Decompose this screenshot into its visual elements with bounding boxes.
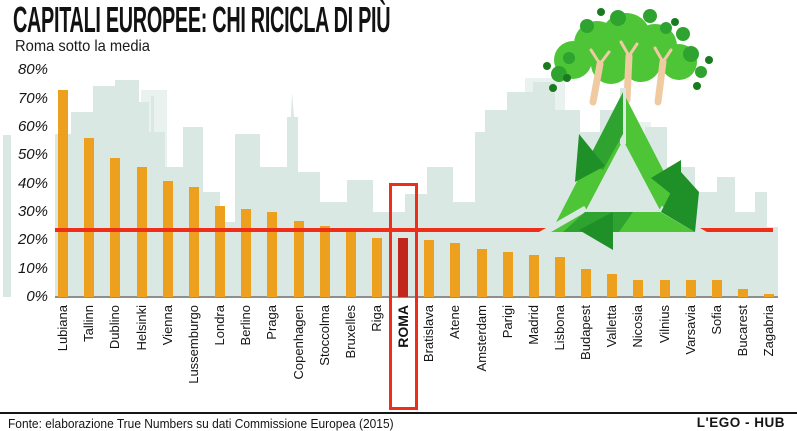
bar-berlino xyxy=(241,209,252,297)
bar-bucarest xyxy=(738,288,749,297)
bar-vienna xyxy=(162,180,173,297)
x-axis-label-lisbona: Lisbona xyxy=(551,305,567,351)
x-axis-label-vilnius: Vilnius xyxy=(656,305,672,344)
bar-varsavia xyxy=(685,280,696,297)
bar-vilnius xyxy=(659,280,670,297)
x-axis-label-copenhagen: Copenhagen xyxy=(290,305,306,380)
skyline-fragment xyxy=(3,135,11,297)
bar-riga xyxy=(371,237,382,297)
x-axis-label-riga: Riga xyxy=(368,305,384,332)
bar-lubiana xyxy=(58,90,69,297)
y-axis-tick-label: 40% xyxy=(17,174,48,192)
x-axis-label-lussemburgo: Lussemburgo xyxy=(185,305,201,384)
tree-trunk-hands xyxy=(589,40,673,106)
x-axis-label-tallinn: Tallinn xyxy=(81,305,97,342)
bar-nicosia xyxy=(633,280,644,297)
bar-copenhagen xyxy=(293,220,304,297)
footer-source-text: Fonte: elaborazione True Numbers su dati… xyxy=(8,416,394,431)
x-axis-label-bruxelles: Bruxelles xyxy=(342,305,358,359)
x-axis-label-lubiana: Lubiana xyxy=(55,305,71,352)
x-axis-label-amsterdam: Amsterdam xyxy=(473,305,489,372)
roma-highlight-box xyxy=(388,183,418,410)
bar-valletta xyxy=(607,274,618,297)
footer-brand-text: L'EGO - HUB xyxy=(696,415,785,430)
bar-sofia xyxy=(711,280,722,297)
bar-bruxelles xyxy=(345,231,356,297)
x-axis-label-dublino: Dublino xyxy=(107,305,123,350)
y-axis-tick-label: 80% xyxy=(17,61,48,79)
x-axis-label-londra: Londra xyxy=(212,305,228,346)
x-axis-label-parigi: Parigi xyxy=(499,305,515,339)
x-axis-label-berlino: Berlino xyxy=(238,305,254,346)
bar-roma xyxy=(398,237,409,297)
bar-parigi xyxy=(502,251,513,297)
bar-atene xyxy=(450,243,461,297)
bar-bratislava xyxy=(424,240,435,297)
y-axis-tick-label: 10% xyxy=(17,259,48,277)
x-axis-label-madrid: Madrid xyxy=(525,305,541,345)
bar-dublino xyxy=(110,158,121,297)
y-axis-tick-label: 70% xyxy=(17,89,48,107)
x-axis-label-helsinki: Helsinki xyxy=(133,305,149,351)
bar-praga xyxy=(267,212,278,297)
recycle-arrows xyxy=(535,88,711,250)
x-axis-label-bucarest: Bucarest xyxy=(735,305,751,357)
leaf-dots xyxy=(543,8,713,92)
x-axis-label-sofia: Sofia xyxy=(708,305,724,335)
recycle-trees-logo-icon xyxy=(535,8,713,250)
bar-tallinn xyxy=(84,138,95,297)
y-axis-tick-label: 60% xyxy=(17,118,48,135)
bar-lussemburgo xyxy=(188,186,199,297)
footer-divider xyxy=(0,412,797,414)
y-axis-tick-label: 0% xyxy=(26,288,48,305)
x-axis-label-bratislava: Bratislava xyxy=(421,305,437,363)
x-axis-label-budapest: Budapest xyxy=(578,305,594,360)
bar-amsterdam xyxy=(476,248,487,297)
bar-budapest xyxy=(581,268,592,297)
x-axis-label-praga: Praga xyxy=(264,305,280,340)
page-subtitle: Roma sotto la media xyxy=(15,38,150,55)
page-title: CAPITALI EUROPEE: CHI RICICLA DI PIÙ xyxy=(13,0,391,40)
bar-madrid xyxy=(528,254,539,297)
average-line xyxy=(55,228,773,233)
bar-stoccolma xyxy=(319,226,330,297)
bar-lisbona xyxy=(554,257,565,297)
x-axis-label-valletta: Valletta xyxy=(604,305,620,348)
bar-londra xyxy=(215,206,226,297)
y-axis-tick-label: 30% xyxy=(17,203,48,220)
y-axis-tick-label: 50% xyxy=(17,146,48,164)
x-axis-label-atene: Atene xyxy=(447,305,463,339)
y-axis-tick-label: 20% xyxy=(17,231,48,249)
x-axis-label-vienna: Vienna xyxy=(159,305,175,346)
bar-zagabria xyxy=(764,294,775,297)
x-axis-label-stoccolma: Stoccolma xyxy=(316,305,332,366)
x-axis-label-zagabria: Zagabria xyxy=(761,305,777,357)
x-axis-label-varsavia: Varsavia xyxy=(682,305,698,355)
x-axis-label-nicosia: Nicosia xyxy=(630,305,646,348)
